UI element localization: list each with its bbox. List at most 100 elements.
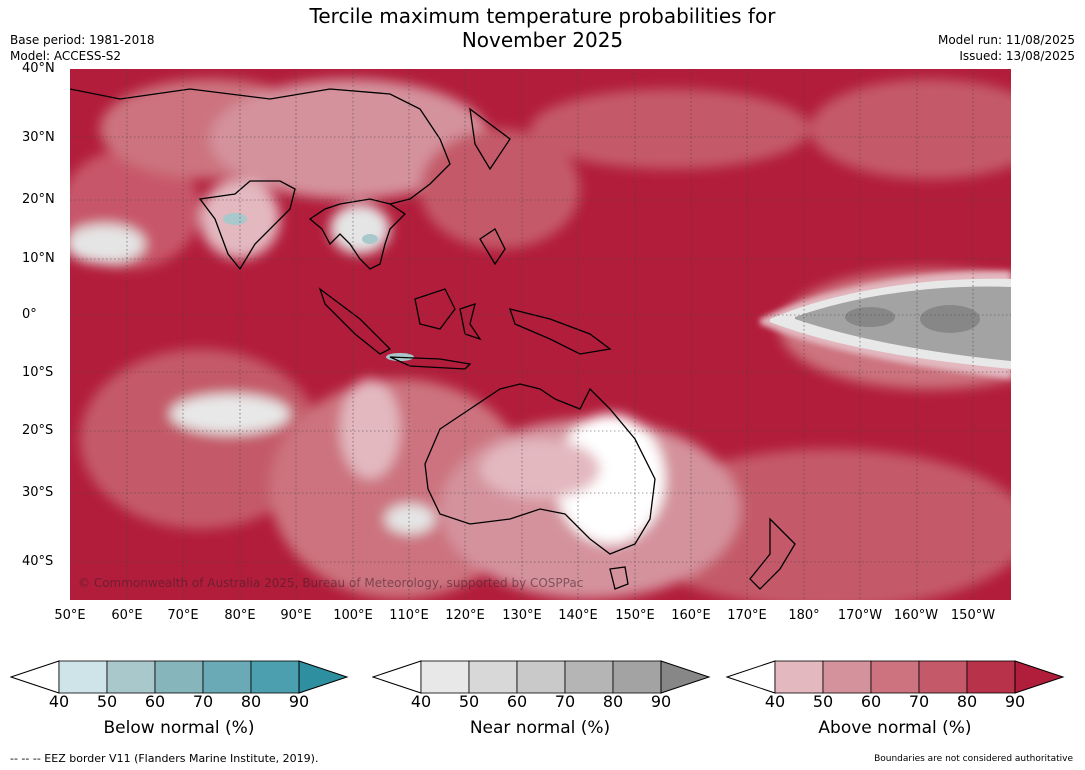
lat-label: 40°N — [22, 61, 55, 76]
java-coast — [389, 356, 472, 370]
lat-label: 30°S — [22, 485, 54, 500]
colorbar-swatch — [564, 660, 614, 694]
lon-label: 140°E — [558, 608, 598, 623]
near-normal-label: Near normal (%) — [469, 718, 611, 738]
colorbar-swatch — [202, 660, 252, 694]
tasmania-coast — [609, 566, 629, 590]
colorbar-max-arrow — [298, 660, 349, 694]
lon-label: 120°E — [445, 608, 485, 623]
new-guinea-coast — [509, 308, 612, 355]
lon-label: 150°E — [615, 608, 655, 623]
colorbar-swatch — [106, 660, 156, 694]
lon-label: 160°W — [893, 608, 939, 623]
colorbar-min-arrow — [372, 660, 422, 694]
colorbar-swatches — [774, 660, 1016, 694]
colorbar-tick-label: 60 — [144, 692, 166, 711]
lon-label: 110°E — [389, 608, 429, 623]
lat-label: 10°S — [22, 365, 54, 380]
colorbar-tick-label: 40 — [764, 692, 786, 711]
colorbar-swatches — [420, 660, 662, 694]
coastlines — [70, 88, 796, 590]
colorbar-tick-label: 90 — [288, 692, 310, 711]
colorbar-tick-label: 90 — [1004, 692, 1026, 711]
indochina-coast — [308, 198, 407, 270]
model-name: Model: ACCESS-S2 — [10, 49, 122, 63]
colorbar-swatch — [822, 660, 872, 694]
colorbar-swatch — [870, 660, 920, 694]
lon-label: 170°E — [727, 608, 767, 623]
colorbar-swatch — [420, 660, 470, 694]
colorbar-swatches — [58, 660, 300, 694]
title-line-1: Tercile maximum temperature probabilitie… — [309, 4, 776, 28]
above-normal-label: Above normal (%) — [818, 718, 972, 738]
lat-label: 20°N — [22, 192, 55, 207]
lat-label: 20°S — [22, 423, 54, 438]
base-period: Base period: 1981-2018 — [10, 33, 155, 47]
lon-label: 170°W — [837, 608, 883, 623]
meta-left: Base period: 1981-2018 Model: ACCESS-S2 — [10, 32, 155, 64]
colorbar-swatch — [774, 660, 824, 694]
colorbar-swatch — [516, 660, 566, 694]
east-asia-coast — [469, 107, 511, 171]
lon-label: 80°E — [224, 608, 256, 623]
lon-label: 130°E — [502, 608, 542, 623]
colorbar-tick-label: 40 — [48, 692, 70, 711]
lat-label: 40°S — [22, 554, 54, 569]
colorbar-swatch — [966, 660, 1016, 694]
colorbar-tick-label: 50 — [96, 692, 118, 711]
near-normal-colorbar — [372, 660, 711, 694]
borneo-coast — [414, 288, 456, 330]
map-canvas — [70, 69, 1011, 600]
above-normal-colorbar — [726, 660, 1065, 694]
graticule — [70, 69, 1011, 600]
asia-coast — [70, 88, 451, 205]
colorbar-tick-label: 80 — [602, 692, 624, 711]
colorbar-tick-label: 60 — [506, 692, 528, 711]
lon-label: 100°E — [333, 608, 373, 623]
probability-map: © Commonwealth of Australia 2025, Bureau… — [70, 69, 1011, 600]
lon-label: 150°W — [950, 608, 996, 623]
lat-label: 30°N — [22, 130, 55, 145]
lon-label: 160°E — [671, 608, 711, 623]
philippines-coast — [479, 228, 506, 266]
colorbar-tick-label: 70 — [908, 692, 930, 711]
colorbar-min-arrow — [726, 660, 776, 694]
colorbar-tick-label: 70 — [192, 692, 214, 711]
colorbar-max-arrow — [660, 660, 711, 694]
colorbar-swatch — [612, 660, 662, 694]
below-normal-colorbar — [10, 660, 349, 694]
boundaries-disclaimer: Boundaries are not considered authoritat… — [874, 754, 1073, 764]
lon-label: 90°E — [280, 608, 312, 623]
meta-right: Model run: 11/08/2025 Issued: 13/08/2025 — [938, 32, 1075, 64]
map-title: Tercile maximum temperature probabilitie… — [0, 4, 1085, 52]
colorbar-tick-label: 50 — [812, 692, 834, 711]
lon-label: 60°E — [111, 608, 143, 623]
colorbar-min-arrow — [10, 660, 60, 694]
title-line-2: November 2025 — [461, 28, 624, 52]
colorbar-swatch — [250, 660, 300, 694]
colorbar-tick-label: 80 — [240, 692, 262, 711]
probability-field — [70, 79, 1011, 600]
lat-label: 10°N — [22, 251, 55, 266]
lon-label: 50°E — [54, 608, 86, 623]
lat-label: 0° — [22, 307, 37, 322]
colorbar-swatch — [918, 660, 968, 694]
near-normal-tongue — [760, 270, 1011, 379]
lon-label: 70°E — [167, 608, 199, 623]
copyright-notice: © Commonwealth of Australia 2025, Bureau… — [78, 576, 584, 590]
sulawesi-coast — [459, 303, 482, 341]
colorbar-tick-label: 80 — [956, 692, 978, 711]
issued-date: Issued: 13/08/2025 — [959, 49, 1075, 63]
sumatra-coast — [318, 287, 392, 355]
colorbar-tick-label: 70 — [554, 692, 576, 711]
colorbar-swatch — [58, 660, 108, 694]
below-normal-label: Below normal (%) — [103, 718, 255, 738]
lon-label: 180° — [788, 608, 820, 623]
colorbar-max-arrow — [1014, 660, 1065, 694]
india-coast — [198, 180, 296, 271]
colorbar-swatch — [154, 660, 204, 694]
model-run: Model run: 11/08/2025 — [937, 33, 1075, 47]
eez-border-note: -- -- -- EEZ border V11 (Flanders Marine… — [10, 752, 319, 765]
australia-coast — [424, 383, 656, 555]
new-zealand-coast — [749, 517, 796, 590]
